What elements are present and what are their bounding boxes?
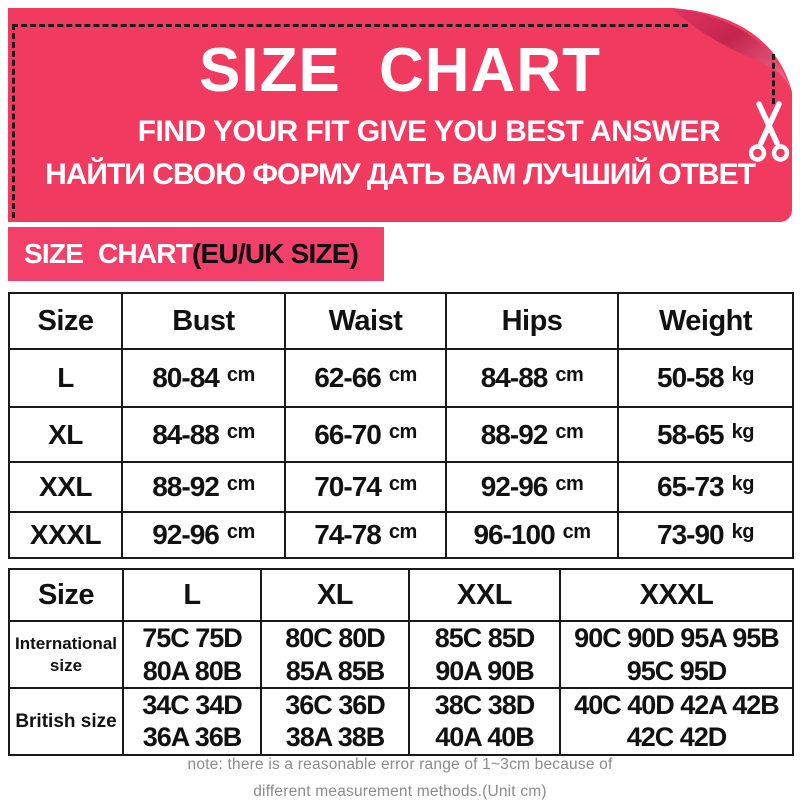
page-curl: [672, 8, 792, 92]
col-header-size: Size: [8, 568, 124, 622]
table-row-international: International size 75C 75D 80A 80B 80C 8…: [8, 620, 794, 689]
size-cell: XXL: [8, 461, 123, 513]
dashed-border-left-icon: [12, 24, 15, 218]
size-cell: L: [8, 348, 123, 408]
col-header-xl: XL: [260, 568, 410, 622]
cup-cell-xxl: 85C 85D 90A 90B: [408, 620, 561, 689]
col-header-bust: Bust: [121, 292, 286, 350]
col-header-weight: Weight: [617, 292, 794, 350]
waist-cell: 62-66 cm: [284, 348, 447, 408]
banner-subtitle-en: FIND YOUR FIT GIVE YOU BEST ANSWER: [137, 115, 721, 148]
col-header-xxxl: XXXL: [559, 568, 794, 622]
row-label-british: British size: [8, 687, 124, 756]
section-label-secondary: (EU/UK SIZE): [192, 238, 359, 269]
weight-cell: 65-73 kg: [617, 461, 794, 513]
cup-cell-xxxl: 90C 90D 95A 95B 95C 95D: [559, 620, 794, 689]
cup-cell-l: 34C 34D 36A 36B: [122, 687, 262, 756]
measure-value: 96-100: [473, 519, 555, 550]
col-header-hips: Hips: [445, 292, 619, 350]
measure-value: 88-92: [480, 418, 549, 450]
table-row-xxxl: XXXL 92-96 cm 74-78 cm 96-100 cm 73-90 kg: [8, 511, 794, 559]
cup-size-table: Size L XL XXL XXXL International size 75…: [8, 568, 794, 756]
footnote: note: there is a reasonable error range …: [0, 751, 800, 800]
measure-value: 58-65: [657, 418, 725, 450]
measure-value: 92-96: [480, 471, 549, 502]
measure-unit: cm: [555, 420, 584, 443]
bust-cell: 88-92 cm: [121, 461, 286, 513]
measure-unit: cm: [555, 364, 584, 386]
size-cell: XXXL: [8, 511, 123, 559]
measure-value: 62-66: [314, 362, 382, 393]
measure-unit: cm: [226, 364, 255, 386]
measure-value: 84-88: [480, 362, 549, 393]
col-header-waist: Waist: [284, 292, 447, 350]
table-row-british: British size 34C 34D 36A 36B 36C 36D 38A…: [8, 687, 794, 756]
measure-value: 74-78: [314, 519, 382, 550]
section-label-primary: SIZE CHART: [24, 238, 193, 269]
measure-unit: cm: [562, 521, 591, 543]
cup-cell-xxl: 38C 38D 40A 40B: [408, 687, 561, 756]
header-banner: SIZE CHART FIND YOUR FIT GIVE YOU BEST A…: [8, 8, 792, 222]
footnote-line1: note: there is a reasonable error range …: [187, 756, 613, 773]
weight-cell: 50-58 kg: [617, 348, 794, 408]
banner-title: SIZE CHART: [199, 36, 601, 105]
measurement-table: Size Bust Waist Hips Weight L 80-84 cm 62…: [8, 292, 794, 559]
measure-unit: kg: [731, 364, 755, 386]
measure-unit: cm: [388, 473, 417, 495]
col-header-l: L: [122, 568, 262, 622]
section-label: SIZE CHART (EU/UK SIZE): [8, 227, 384, 281]
measure-value: 92-96: [152, 519, 220, 550]
waist-cell: 70-74 cm: [284, 461, 447, 513]
bust-cell: 92-96 cm: [121, 511, 286, 559]
measure-unit: kg: [731, 521, 755, 543]
weight-cell: 58-65 kg: [617, 406, 794, 463]
col-header-size: Size: [8, 292, 123, 350]
table-row-xxl: XXL 88-92 cm 70-74 cm 92-96 cm 65-73 kg: [8, 461, 794, 513]
measure-value: 88-92: [152, 471, 220, 502]
measure-unit: cm: [226, 420, 255, 443]
hips-cell: 88-92 cm: [445, 406, 619, 463]
measure-unit: cm: [388, 521, 417, 543]
waist-cell: 74-78 cm: [284, 511, 447, 559]
measure-value: 73-90: [657, 519, 725, 550]
cup-cell-xl: 80C 80D 85A 85B: [260, 620, 410, 689]
measure-unit: cm: [226, 473, 255, 495]
measure-value: 84-88: [152, 418, 220, 450]
cup-table-header-row: Size L XL XXL XXXL: [8, 568, 794, 622]
measure-unit: cm: [388, 364, 417, 386]
dashed-border-right-icon: [772, 54, 775, 104]
bust-cell: 80-84 cm: [121, 348, 286, 408]
measure-value: 65-73: [657, 471, 725, 502]
measure-value: 50-58: [657, 362, 725, 393]
measurement-table-header-row: Size Bust Waist Hips Weight: [8, 292, 794, 350]
hips-cell: 84-88 cm: [445, 348, 619, 408]
hips-cell: 92-96 cm: [445, 461, 619, 513]
measure-unit: cm: [555, 473, 584, 495]
measure-unit: cm: [388, 420, 417, 443]
waist-cell: 66-70 cm: [284, 406, 447, 463]
cup-cell-xxxl: 40C 40D 42A 42B 42C 42D: [559, 687, 794, 756]
measure-value: 70-74: [314, 471, 382, 502]
banner-subtitle-ru: НАЙТИ СВОЮ ФОРМУ ДАТЬ ВАМ ЛУЧШИЙ ОТВЕТ: [45, 158, 756, 191]
hips-cell: 96-100 cm: [445, 511, 619, 559]
measure-value: 66-70: [314, 418, 382, 450]
scissors-icon: [749, 101, 789, 162]
cup-cell-l: 75C 75D 80A 80B: [122, 620, 262, 689]
measure-value: 80-84: [152, 362, 220, 393]
table-row-xl: XL 84-88 cm 66-70 cm 88-92 cm 58-65 kg: [8, 406, 794, 463]
col-header-xxl: XXL: [408, 568, 561, 622]
dashed-border-top-icon: [12, 24, 688, 27]
cup-cell-xl: 36C 36D 38A 38B: [260, 687, 410, 756]
measure-unit: kg: [731, 473, 755, 495]
measure-unit: kg: [731, 420, 755, 443]
table-row-l: L 80-84 cm 62-66 cm 84-88 cm 50-58 kg: [8, 348, 794, 408]
bust-cell: 84-88 cm: [121, 406, 286, 463]
row-label-international: International size: [8, 620, 124, 689]
measure-unit: cm: [226, 521, 255, 543]
size-cell: XL: [8, 406, 123, 463]
footnote-line2: different measurement methods.(Unit cm): [253, 783, 547, 800]
weight-cell: 73-90 kg: [617, 511, 794, 559]
